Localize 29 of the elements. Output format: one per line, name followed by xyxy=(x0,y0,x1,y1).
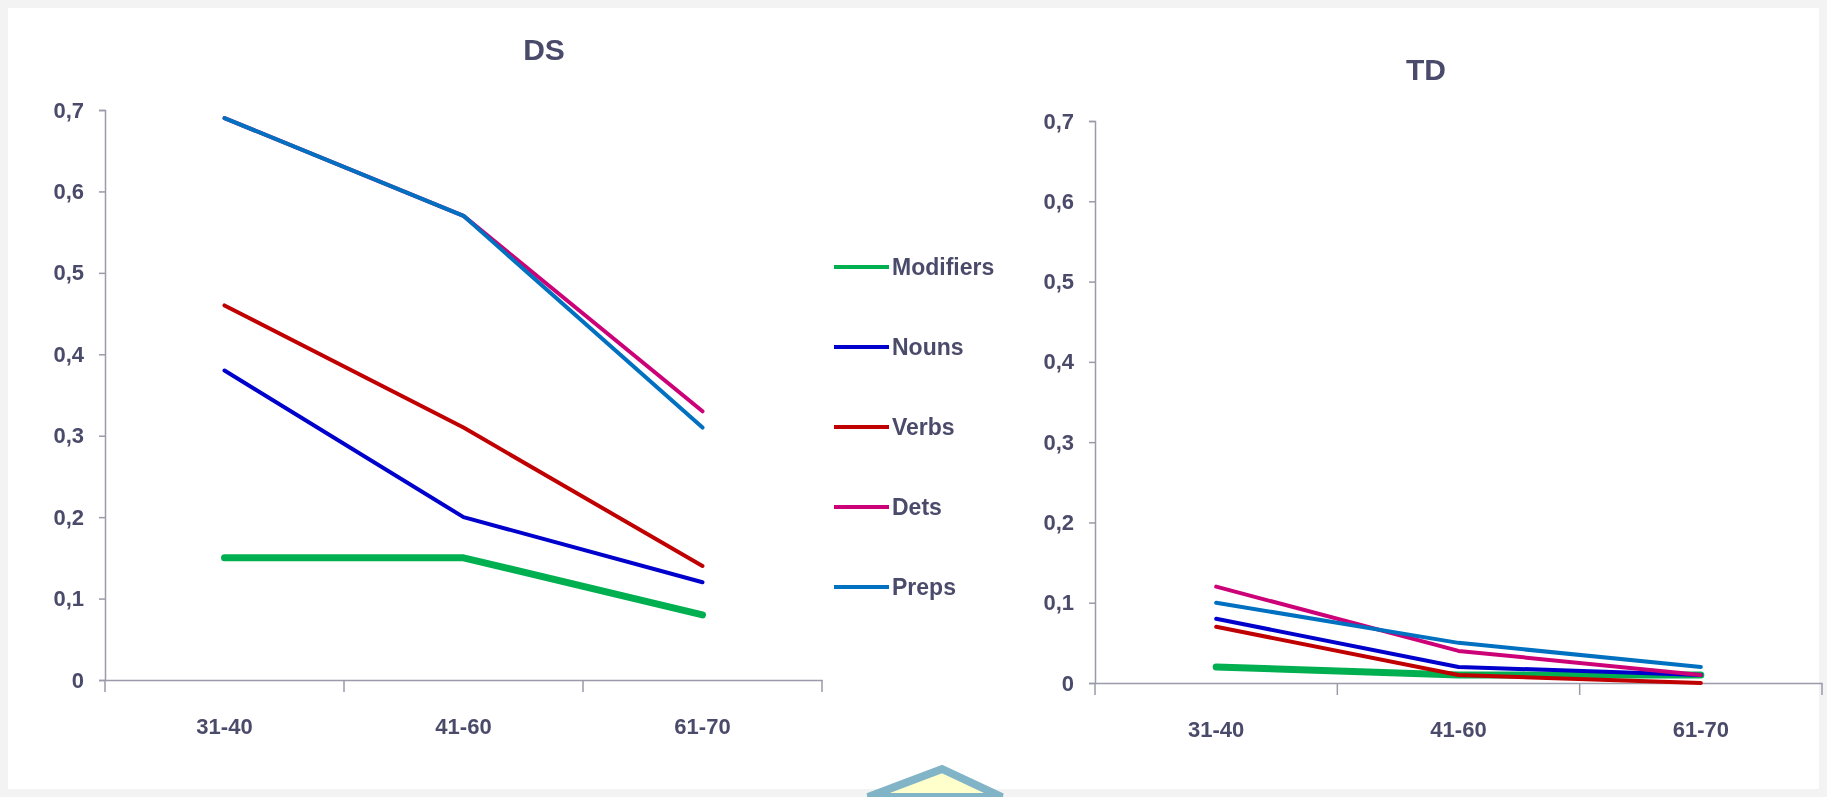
y-tick-label: 0,3 xyxy=(53,423,84,449)
y-tick-label: 0,5 xyxy=(53,260,84,286)
y-tick-label: 0,1 xyxy=(53,586,84,612)
y-tick-label: 0,7 xyxy=(1043,108,1074,134)
y-tick-label: 0,2 xyxy=(53,504,84,530)
y-tick-label: 0 xyxy=(1061,670,1074,696)
x-tick-label: 41-60 xyxy=(1430,716,1487,742)
y-tick-label: 0,3 xyxy=(1043,429,1074,455)
y-tick-label: 0,6 xyxy=(1043,188,1074,214)
y-tick-label: 0,1 xyxy=(1043,590,1074,616)
legend-label: Dets xyxy=(892,494,942,520)
y-tick-label: 0 xyxy=(71,667,84,693)
x-tick-label: 41-60 xyxy=(435,713,492,739)
legend-label: Verbs xyxy=(892,414,955,440)
legend-label: Nouns xyxy=(892,334,964,360)
y-tick-label: 0,4 xyxy=(53,341,85,367)
chart-title: TD xyxy=(1406,53,1446,86)
y-tick-label: 0,6 xyxy=(53,178,84,204)
y-tick-label: 0,4 xyxy=(1043,349,1075,375)
legend-label: Modifiers xyxy=(892,254,995,280)
y-tick-label: 0,5 xyxy=(1043,269,1074,295)
x-tick-label: 31-40 xyxy=(196,713,253,739)
x-tick-label: 31-40 xyxy=(1188,716,1245,742)
legend-label: Preps xyxy=(892,574,956,600)
x-tick-label: 61-70 xyxy=(674,713,731,739)
y-tick-label: 0,7 xyxy=(53,97,84,123)
chart-title: DS xyxy=(523,33,565,66)
x-tick-label: 61-70 xyxy=(1672,716,1729,742)
y-tick-label: 0,2 xyxy=(1043,509,1074,535)
